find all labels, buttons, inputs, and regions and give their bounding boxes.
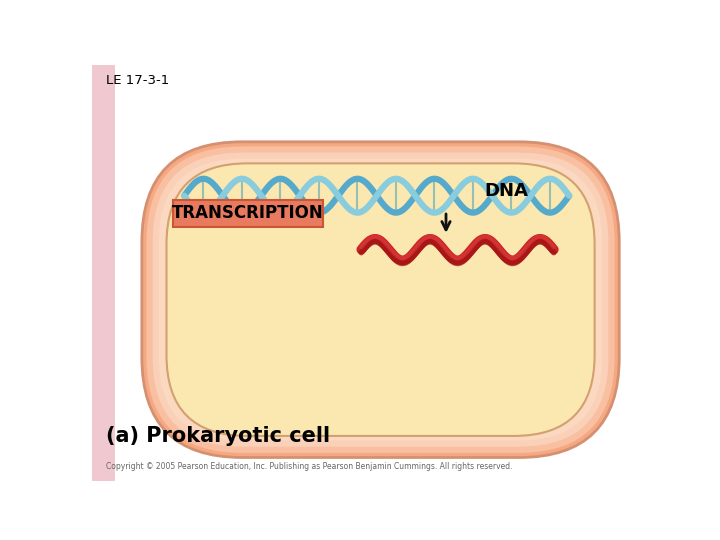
FancyBboxPatch shape bbox=[68, 65, 115, 481]
Text: (a) Prokaryotic cell: (a) Prokaryotic cell bbox=[106, 426, 330, 446]
FancyBboxPatch shape bbox=[166, 164, 595, 436]
FancyBboxPatch shape bbox=[159, 159, 603, 441]
Text: TRANSCRIPTION: TRANSCRIPTION bbox=[172, 205, 323, 222]
Text: DNA: DNA bbox=[485, 181, 528, 200]
FancyBboxPatch shape bbox=[142, 142, 619, 457]
Text: LE 17-3-1: LE 17-3-1 bbox=[106, 74, 169, 87]
FancyBboxPatch shape bbox=[146, 146, 615, 453]
Text: Copyright © 2005 Pearson Education, Inc. Publishing as Pearson Benjamin Cummings: Copyright © 2005 Pearson Education, Inc.… bbox=[106, 462, 512, 471]
FancyBboxPatch shape bbox=[153, 153, 608, 447]
FancyBboxPatch shape bbox=[173, 200, 323, 226]
